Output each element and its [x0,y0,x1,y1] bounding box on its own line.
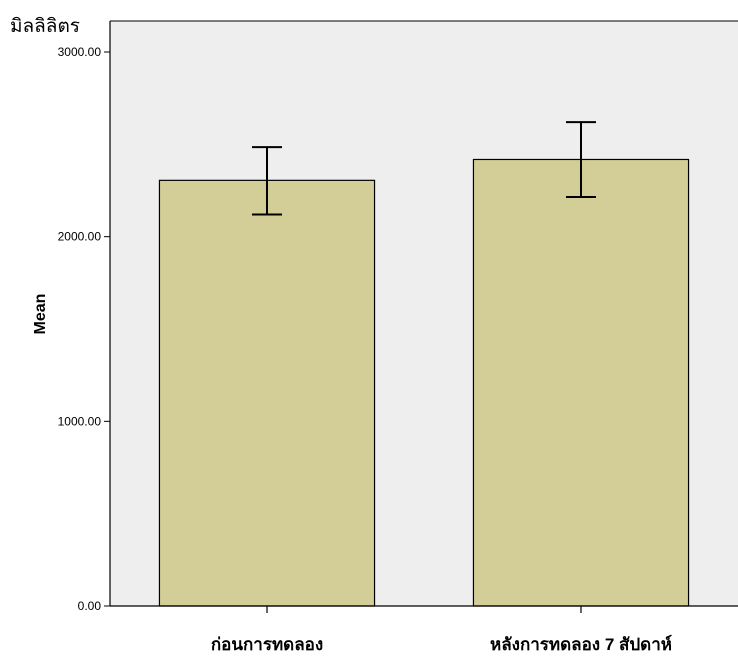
x-category-label: หลังการทดลอง 7 สัปดาห์ [490,634,672,654]
bar [159,180,374,606]
x-axis-categories: ก่อนการทดลอง หลังการทดลอง 7 สัปดาห์ [211,606,672,654]
y-tick-label: 3000.00 [58,45,102,59]
unit-label: มิลลิลิตร [10,15,80,37]
y-axis-ticks: 0.00 1000.00 2000.00 3000.00 [58,45,110,613]
y-tick-label: 0.00 [78,599,102,613]
bar [473,159,688,606]
y-axis-label: Mean [32,294,49,335]
y-tick-label: 1000.00 [58,414,102,428]
y-tick-label: 2000.00 [58,230,102,244]
x-category-label: ก่อนการทดลอง [211,635,323,654]
